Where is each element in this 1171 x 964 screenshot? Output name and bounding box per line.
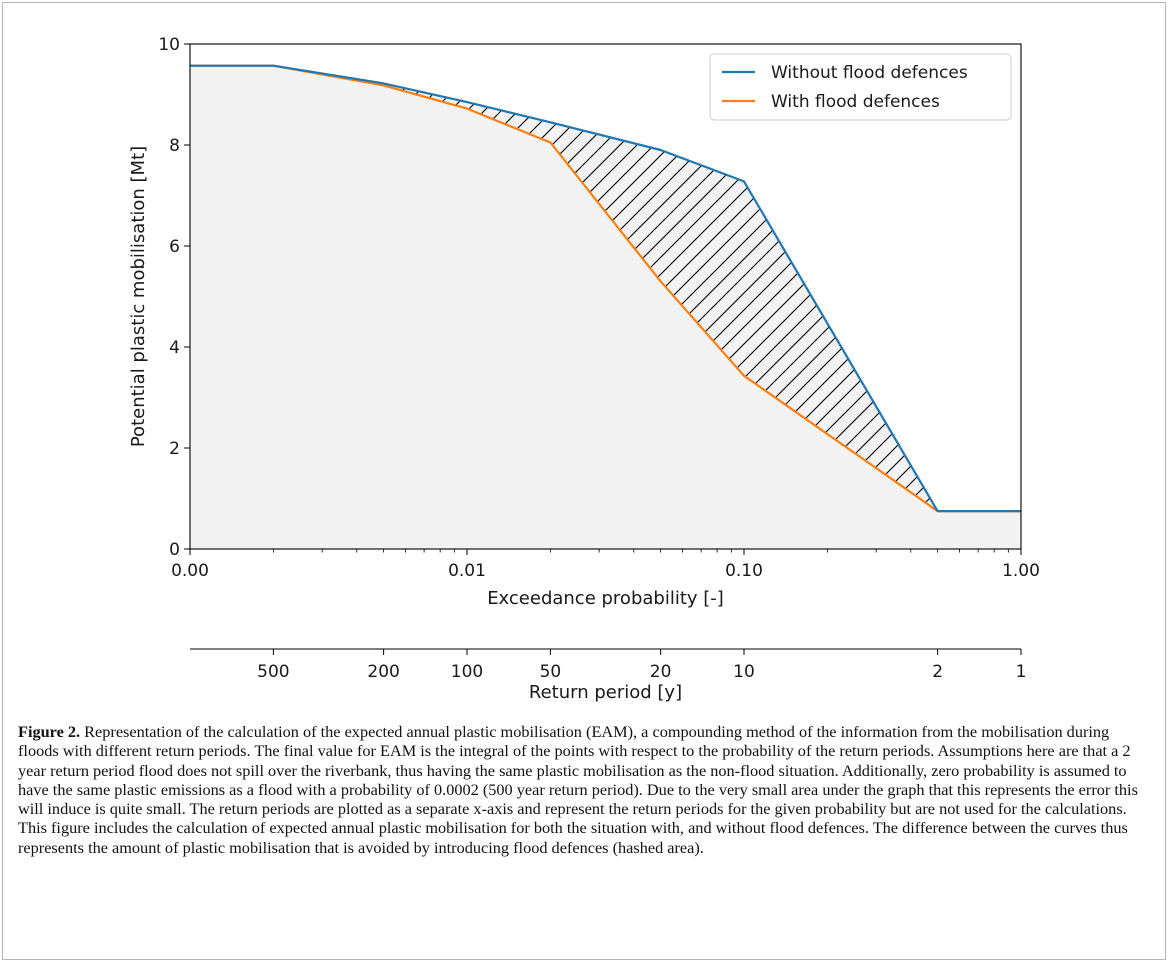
x-tick-label: 0.00 bbox=[171, 561, 209, 581]
y-tick-label: 8 bbox=[169, 136, 180, 156]
x-tick-label: 1.00 bbox=[1002, 561, 1040, 581]
fill-under-curve bbox=[190, 65, 1021, 549]
y-tick-label: 0 bbox=[169, 540, 180, 560]
caption-label: Figure 2. bbox=[18, 722, 81, 741]
chart: 0 2 4 6 8 10 0.00 0.01 0.10 1.00 Exceedance probab… bbox=[128, 35, 1040, 703]
return-period-tick-label: 20 bbox=[650, 662, 672, 682]
x-axis-label: Exceedance probability [-] bbox=[487, 588, 724, 609]
series-line-without-defences bbox=[190, 64, 1021, 513]
axes-frame bbox=[189, 43, 1022, 550]
legend-label: Without flood defences bbox=[771, 63, 968, 83]
legend-label: With flood defences bbox=[771, 92, 940, 112]
return-period-axis: 500 200 100 50 20 10 2 1 Return period [y] bbox=[190, 648, 1027, 703]
return-period-tick-label: 10 bbox=[733, 662, 755, 682]
legend-box bbox=[709, 53, 1012, 121]
return-period-tick-label: 50 bbox=[540, 662, 562, 682]
return-period-tick-label: 1 bbox=[1016, 662, 1027, 682]
y-tick-label: 4 bbox=[169, 338, 180, 358]
avoided-area-hatch bbox=[190, 65, 1021, 512]
y-axis-label: Potential plastic mobilisation [Mt] bbox=[128, 146, 149, 447]
return-period-axis-label: Return period [y] bbox=[529, 682, 682, 703]
legend: Without flood defences With flood defence… bbox=[709, 53, 1012, 121]
y-tick-label: 2 bbox=[169, 439, 180, 459]
figure-caption: Figure 2. Representation of the calculat… bbox=[18, 722, 1146, 857]
return-period-tick-label: 500 bbox=[257, 662, 289, 682]
y-tick-label: 10 bbox=[158, 35, 180, 55]
plot-area bbox=[190, 64, 1021, 549]
return-period-tick-label: 200 bbox=[367, 662, 399, 682]
axes: 0 2 4 6 8 10 0.00 0.01 0.10 1.00 Exceedance probab… bbox=[128, 35, 1040, 609]
caption-text: Representation of the calculation of the… bbox=[18, 722, 1138, 857]
x-tick-label: 0.01 bbox=[448, 561, 486, 581]
return-period-tick-label: 100 bbox=[451, 662, 483, 682]
return-period-tick-label: 2 bbox=[932, 662, 943, 682]
x-tick-label: 0.10 bbox=[725, 561, 763, 581]
y-tick-label: 6 bbox=[169, 237, 180, 257]
